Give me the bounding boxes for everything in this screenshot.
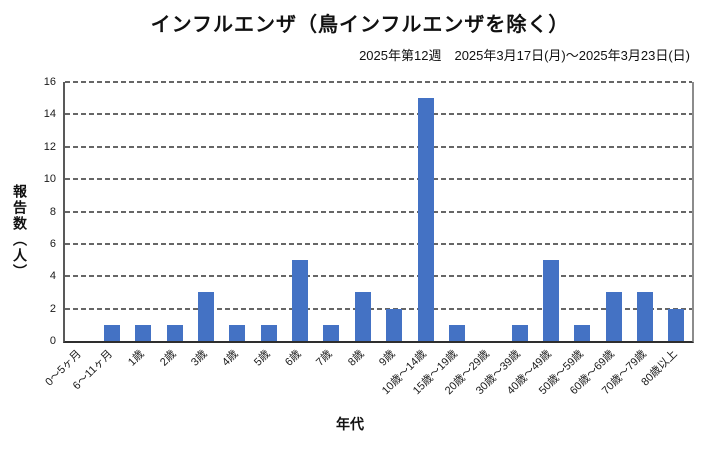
gridline-y8	[65, 210, 692, 213]
x-tick-8歳: 8歳	[345, 348, 367, 369]
x-tick-1歳: 1歳	[126, 348, 147, 369]
x-tick-3歳: 3歳	[188, 348, 210, 369]
bar-6歳	[292, 260, 309, 341]
y-tick-4: 4	[49, 270, 56, 283]
x-tick-7歳: 7歳	[314, 348, 335, 369]
y-axis-title: 報告数（人）	[12, 184, 28, 280]
bar-6～11ヶ月	[104, 324, 121, 341]
gridline-y2	[65, 307, 692, 310]
gridline-y10	[65, 178, 692, 181]
y-tick-6: 6	[49, 237, 56, 250]
bar-3歳	[198, 292, 215, 341]
bar-80歳以上	[668, 308, 685, 341]
x-tick-9歳: 9歳	[377, 348, 398, 369]
gridline-y14	[65, 113, 692, 116]
gridline-y4	[65, 275, 692, 278]
plot-area	[63, 81, 694, 343]
bar-1歳	[135, 324, 152, 341]
chart-subtitle: 2025年第12週 2025年3月17日(月)～2025年3月23日(日)	[359, 48, 690, 63]
y-tick-14: 14	[43, 108, 56, 121]
gridline-y6	[65, 242, 692, 245]
bar-4歳	[229, 324, 246, 341]
bar-8歳	[354, 292, 371, 341]
bar-70歳～79歳	[636, 292, 653, 341]
bar-10歳～14歳	[417, 98, 434, 341]
y-tick-8: 8	[49, 205, 56, 218]
x-tick-4歳: 4歳	[220, 348, 241, 369]
bar-30歳～39歳	[511, 324, 528, 341]
gridline-y12	[65, 145, 692, 148]
y-tick-12: 12	[43, 140, 56, 153]
y-tick-0: 0	[49, 335, 56, 347]
x-tick-6歳: 6歳	[283, 348, 304, 369]
bar-2歳	[166, 324, 183, 341]
y-tick-10: 10	[43, 173, 56, 186]
bar-9歳	[386, 308, 403, 341]
gridline-y16	[65, 81, 692, 83]
chart-title: インフルエンザ（鳥インフルエンザを除く）	[150, 14, 570, 36]
bar-50歳～59歳	[574, 324, 591, 341]
x-tick-5歳: 5歳	[251, 348, 273, 369]
bar-60歳～69歳	[605, 292, 622, 341]
bar-7歳	[323, 324, 340, 341]
y-tick-16: 16	[43, 76, 56, 88]
bar-15歳～19歳	[448, 324, 465, 341]
y-tick-2: 2	[49, 302, 56, 315]
x-axis-title: 年代	[336, 416, 364, 432]
bar-40歳～49歳	[542, 260, 559, 341]
bar-5歳	[260, 324, 277, 341]
x-tick-2歳: 2歳	[157, 348, 179, 369]
